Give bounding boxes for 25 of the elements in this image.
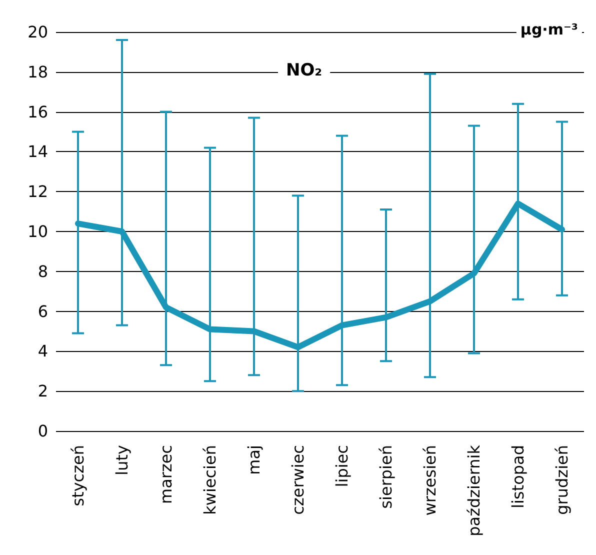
y-tick-label: 8	[38, 262, 48, 281]
x-tick-label: listopad	[508, 445, 528, 508]
y-tick-label: 2	[38, 382, 48, 401]
x-tick-label: lipiec	[332, 445, 352, 488]
x-tick-label: kwiecień	[200, 445, 220, 515]
x-tick-label: grudzień	[552, 445, 572, 515]
x-tick-label: październik	[464, 444, 484, 536]
y-tick-label: 12	[28, 182, 48, 202]
text: NO₂	[286, 60, 322, 80]
x-tick-label: marzec	[156, 445, 176, 504]
y-tick-label: 20	[28, 22, 48, 42]
x-tick-label: styczeń	[68, 445, 88, 506]
y-tick-label: 18	[28, 62, 48, 82]
y-tick-label: 10	[28, 222, 48, 241]
y-tick-label: 6	[38, 302, 48, 321]
y-axis-title: µg·m⁻³	[520, 20, 578, 38]
x-tick-label: sierpień	[376, 445, 396, 509]
x-tick-label: maj	[244, 445, 264, 475]
x-tick-label: luty	[112, 445, 132, 476]
x-tick-label: wrzesień	[420, 445, 440, 516]
y-tick-label: 16	[28, 102, 48, 122]
y-tick-label: 4	[38, 342, 48, 361]
x-tick-label: czerwiec	[288, 445, 308, 515]
y-tick-label: 0	[38, 422, 48, 440]
y-tick-label: 14	[28, 142, 48, 162]
